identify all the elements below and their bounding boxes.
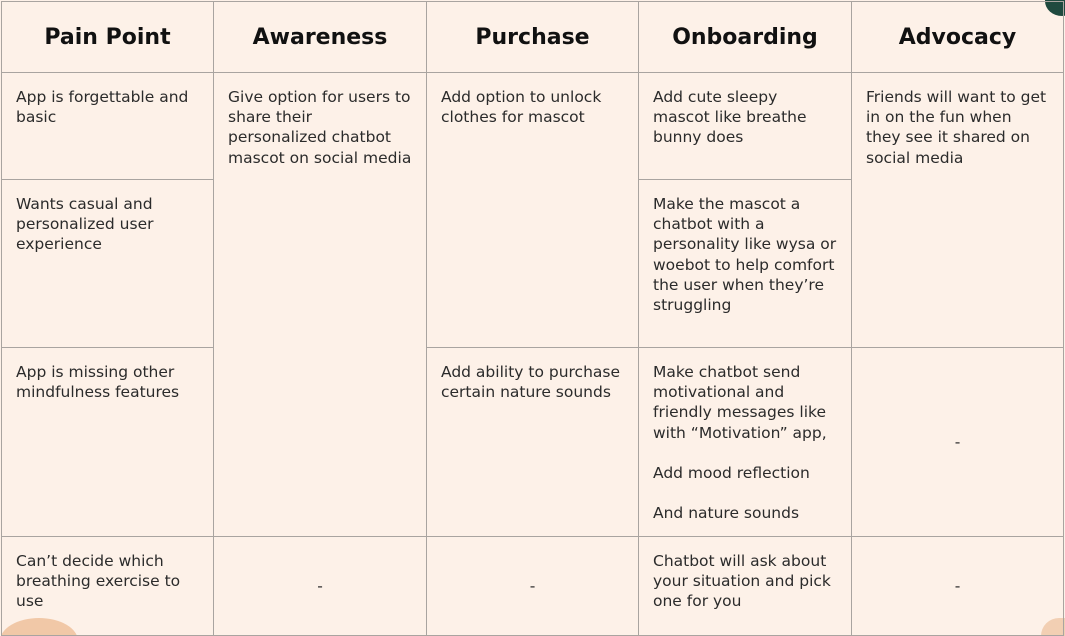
table-row: Can’t decide which breathing exercise to… [1,536,1064,636]
purchase-cell: Add ability to purchase certain nature s… [426,347,639,537]
pain-point-cell: Can’t decide which breathing exercise to… [1,536,214,636]
header-pain-point: Pain Point [1,1,214,73]
advocacy-cell: - [851,347,1064,537]
header-row: Pain Point Awareness Purchase Onboarding… [1,1,1064,73]
header-advocacy: Advocacy [851,1,1064,73]
onboarding-cell: Add cute sleepy mascot like breathe bunn… [638,72,852,180]
purchase-cell: Add option to unlock clothes for mascot [426,72,639,348]
onboarding-cell: Chatbot will ask about your situation an… [638,536,852,636]
pain-point-cell: Wants casual and personalized user exper… [1,179,214,348]
table-row: Wants casual and personalized user exper… [1,179,1064,348]
advocacy-cell: - [851,536,1064,636]
purchase-cell: - [426,536,639,636]
header-awareness: Awareness [213,1,427,73]
table-row: App is missing other mindfulness feature… [1,347,1064,537]
pain-point-cell: App is missing other mindfulness feature… [1,347,214,537]
advocacy-cell: Friends will want to get in on the fun w… [851,72,1064,348]
onboarding-cell: Make chatbot send motivational and frien… [638,347,852,537]
table-row: App is forgettable and basic Give option… [1,72,1064,537]
awareness-cell: - [213,536,427,636]
header-onboarding: Onboarding [638,1,852,73]
awareness-cell: Give option for users to share their per… [213,72,427,537]
onboarding-cell: Make the mascot a chatbot with a persona… [638,179,852,348]
header-purchase: Purchase [426,1,639,73]
pain-point-cell: App is forgettable and basic [1,72,214,180]
